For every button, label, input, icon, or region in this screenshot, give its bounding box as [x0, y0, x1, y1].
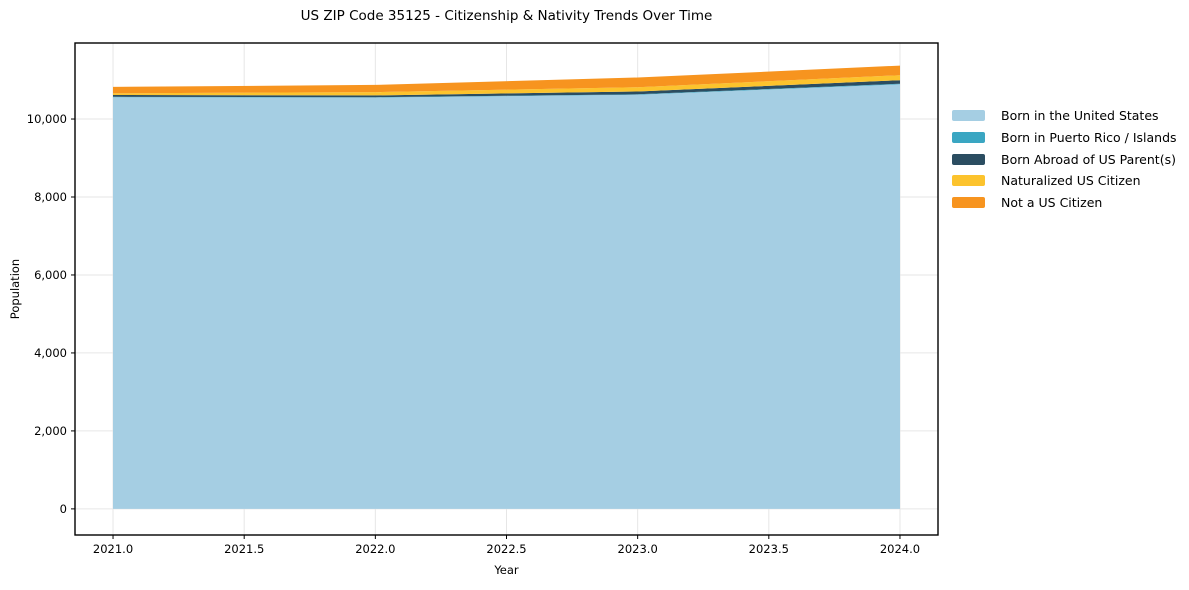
- area-born-abroad-of-us-parent-s-: [113, 80, 900, 98]
- legend-item: Born in Puerto Rico / Islands: [952, 127, 1188, 149]
- legend-item: Naturalized US Citizen: [952, 170, 1188, 192]
- legend-label: Naturalized US Citizen: [1001, 173, 1141, 189]
- area-born-in-the-united-states: [113, 84, 900, 509]
- legend-label: Born in Puerto Rico / Islands: [1001, 130, 1177, 146]
- x-tick-label: 2023.0: [618, 542, 658, 556]
- legend: Born in the United States Born in Puerto…: [952, 105, 1188, 213]
- y-tick-label: 10,000: [27, 112, 67, 126]
- x-tick-label: 2023.5: [749, 542, 789, 556]
- area-naturalized-us-citizen: [113, 75, 900, 96]
- legend-label: Not a US Citizen: [1001, 195, 1103, 211]
- x-axis-label: Year: [494, 563, 519, 577]
- y-tick-label: 6,000: [34, 268, 67, 282]
- legend-item: Born Abroad of US Parent(s): [952, 148, 1188, 170]
- legend-swatch-born-pr-islands: [952, 132, 985, 144]
- legend-swatch-not-citizen: [952, 197, 985, 209]
- legend-label: Born in the United States: [1001, 108, 1159, 124]
- area-not-a-us-citizen: [113, 65, 900, 94]
- legend-swatch-naturalized: [952, 175, 985, 187]
- legend-swatch-born-abroad: [952, 153, 985, 165]
- legend-label: Born Abroad of US Parent(s): [1001, 151, 1176, 167]
- legend-item: Born in the United States: [952, 105, 1188, 127]
- y-tick-label: 4,000: [34, 346, 67, 360]
- legend-swatch-born-us: [952, 110, 985, 122]
- x-tick-label: 2022.0: [355, 542, 395, 556]
- y-tick-label: 2,000: [34, 424, 67, 438]
- y-tick-label: 0: [60, 502, 67, 516]
- x-tick-label: 2022.5: [486, 542, 526, 556]
- y-tick-label: 8,000: [34, 190, 67, 204]
- x-tick-label: 2024.0: [880, 542, 920, 556]
- x-tick-label: 2021.5: [224, 542, 264, 556]
- x-tick-label: 2021.0: [93, 542, 133, 556]
- legend-item: Not a US Citizen: [952, 192, 1188, 214]
- chart-title: US ZIP Code 35125 - Citizenship & Nativi…: [300, 8, 713, 24]
